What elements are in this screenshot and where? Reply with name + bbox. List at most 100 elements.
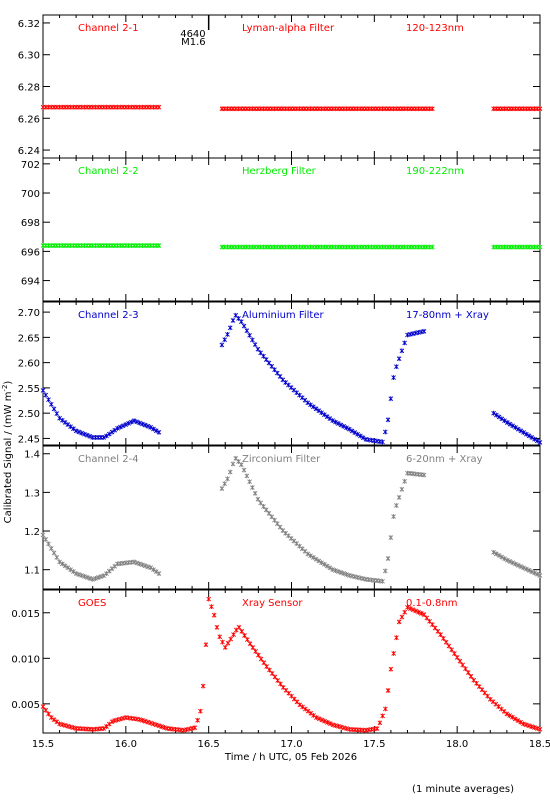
data-point (225, 640, 231, 646)
data-point (391, 514, 396, 519)
data-point (537, 244, 543, 250)
data-point (84, 432, 90, 438)
data-point (396, 619, 402, 625)
data-point (241, 467, 247, 473)
data-point (65, 422, 71, 427)
data-point (43, 707, 49, 713)
data-point (360, 435, 366, 441)
data-point (278, 681, 283, 687)
data-point (230, 461, 236, 467)
data-point (151, 567, 156, 573)
data-point (109, 429, 115, 435)
data-point (310, 555, 316, 560)
y-tick-label: 1.3 (24, 488, 40, 499)
data-point (344, 726, 350, 731)
data-point (261, 660, 267, 666)
data-point (504, 420, 510, 425)
data-point (148, 720, 154, 726)
data-point (327, 565, 333, 571)
data-point (496, 414, 502, 420)
data-point (394, 364, 399, 370)
y-tick-label: 2.70 (18, 308, 40, 319)
data-point (252, 490, 258, 496)
data-point (344, 425, 349, 431)
data-point (48, 401, 54, 407)
data-point (159, 724, 165, 730)
data-point (537, 726, 543, 732)
data-point (101, 726, 107, 731)
panel-band-label: 190-222nm (406, 166, 464, 177)
data-point (192, 725, 198, 731)
data-point (264, 664, 269, 669)
data-point (40, 388, 46, 393)
y-tick-label: 2.45 (18, 434, 40, 445)
data-point (507, 559, 513, 564)
data-point (244, 328, 250, 334)
data-point (242, 633, 247, 638)
y-axis-label: Calibrated Signal / (mW m-2) (1, 381, 14, 524)
y-tick-label: 698 (21, 218, 40, 229)
data-point (341, 571, 347, 576)
data-point (382, 568, 388, 574)
data-point (46, 541, 51, 547)
data-point (148, 565, 154, 571)
data-point (316, 716, 322, 722)
data-point (413, 608, 419, 614)
data-point (217, 634, 223, 640)
data-point (225, 476, 230, 482)
data-point (443, 639, 449, 645)
data-point (68, 724, 73, 730)
data-point (40, 532, 46, 538)
data-point (156, 104, 162, 110)
data-point (380, 578, 385, 584)
data-point (314, 715, 319, 720)
data-point (396, 495, 402, 500)
panel-band-label: 0.1-0.8nm (406, 598, 458, 609)
panel-band-label: 120-123nm (406, 23, 464, 34)
data-point (68, 424, 73, 430)
data-point (106, 431, 112, 437)
data-point (494, 412, 499, 418)
y-tick-label: 6.26 (18, 114, 40, 125)
data-point (148, 424, 154, 430)
y-axis-label-exponent: -2 (1, 385, 9, 392)
data-point (79, 430, 84, 436)
data-point (324, 414, 330, 420)
data-point (60, 722, 65, 728)
data-point (252, 342, 258, 347)
data-point (377, 720, 383, 726)
data-point (346, 426, 352, 432)
data-point (302, 706, 308, 712)
data-point (227, 325, 233, 331)
data-point (305, 400, 311, 406)
data-point (156, 243, 162, 248)
data-point (117, 716, 123, 722)
data-point (330, 722, 336, 728)
data-point (465, 670, 471, 675)
data-point (54, 719, 60, 725)
panel-filter-label: Lyman-alpha Filter (242, 23, 335, 34)
data-point (48, 546, 54, 551)
panel-band-label: 17-80nm + Xray (406, 310, 489, 321)
panel-band-label: 6-20nm + Xray (406, 454, 483, 465)
y-tick-label: 6.32 (18, 19, 40, 30)
data-point (532, 725, 537, 730)
data-point (82, 431, 87, 437)
flare-marker-class: M1.6 (181, 37, 206, 48)
data-point (502, 418, 507, 424)
y-tick-label: 0.005 (11, 700, 40, 711)
data-point (297, 702, 303, 708)
data-point (460, 662, 466, 668)
panel-frame (42, 445, 541, 590)
data-point (526, 723, 532, 729)
data-point (388, 396, 394, 402)
data-point (43, 537, 49, 542)
y-tick-label: 2.60 (18, 359, 40, 370)
data-point (325, 719, 330, 725)
data-point (222, 337, 228, 343)
data-point (507, 713, 512, 718)
footnote: (1 minute averages) (412, 784, 514, 795)
data-point (241, 323, 247, 329)
data-point (429, 106, 435, 112)
data-point (338, 724, 344, 730)
